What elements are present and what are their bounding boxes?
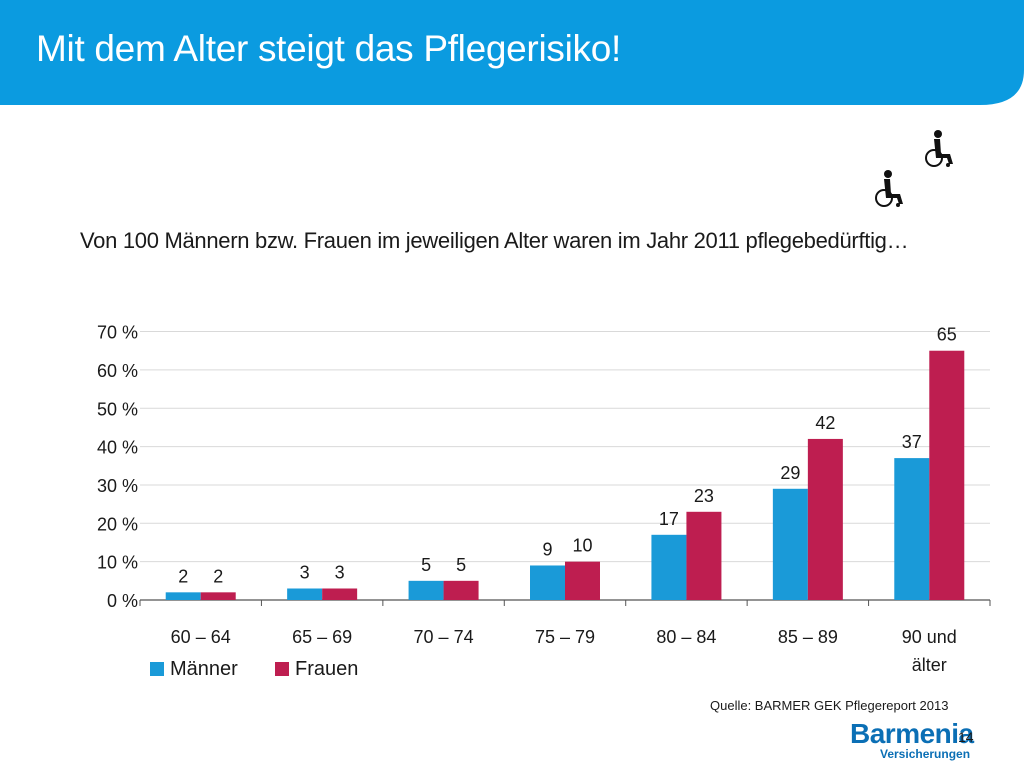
logo-sub: Versicherungen — [880, 747, 971, 761]
data-label: 2 — [213, 566, 223, 586]
bar-frauen — [929, 350, 965, 600]
data-label: 23 — [694, 486, 714, 506]
header-background — [0, 0, 1024, 105]
bar-frauen — [322, 588, 358, 600]
data-label: 29 — [780, 463, 800, 483]
chart-subtitle: Von 100 Männern bzw. Frauen im jeweilige… — [80, 228, 909, 253]
bar-maenner — [894, 458, 930, 600]
data-label: 65 — [937, 325, 957, 345]
source-note: Quelle: BARMER GEK Pflegereport 2013 — [710, 698, 949, 713]
data-label: 9 — [542, 539, 552, 559]
data-label: 3 — [300, 562, 310, 582]
data-label: 10 — [572, 536, 592, 556]
x-tick-label: 70 – 74 — [414, 627, 474, 647]
x-tick-label: 60 – 64 — [171, 627, 231, 647]
bar-chart: 0 % 10 % 20 % 30 % 40 % 50 % 60 % 70 % 2 2 60 – 64… — [97, 323, 991, 675]
barmenia-logo: Barmenia Versicherungen — [850, 718, 990, 762]
bar-maenner — [651, 534, 687, 600]
x-tick-label: 80 – 84 — [656, 627, 716, 647]
y-tick-label: 10 % — [97, 553, 138, 573]
y-tick-label: 50 % — [97, 399, 138, 419]
bar-frauen — [200, 592, 236, 600]
data-label: 2 — [178, 566, 188, 586]
y-tick-label: 0 % — [107, 591, 138, 611]
bar-frauen — [686, 511, 722, 600]
y-tick-label: 30 % — [97, 476, 138, 496]
wheelchair-icon — [875, 170, 903, 207]
logo-brand: Barmenia — [850, 718, 974, 749]
data-label: 5 — [421, 555, 431, 575]
data-label: 3 — [335, 562, 345, 582]
x-tick-label: 90 und — [902, 627, 957, 647]
page-number: 14 — [958, 729, 974, 745]
y-tick-label: 70 % — [97, 323, 138, 343]
header-banner: Mit dem Alter steigt das Pflegerisiko! — [0, 0, 1024, 105]
y-tick-label: 60 % — [97, 361, 138, 381]
bar-maenner — [408, 580, 444, 600]
legend-swatch-maenner — [150, 662, 164, 676]
x-tick-label: 75 – 79 — [535, 627, 595, 647]
wheelchair-icon — [925, 130, 953, 167]
bar-maenner — [772, 488, 808, 600]
y-tick-label: 20 % — [97, 514, 138, 534]
x-tick-label: älter — [912, 655, 947, 675]
x-tick-label: 85 – 89 — [778, 627, 838, 647]
y-tick-label: 40 % — [97, 438, 138, 458]
bar-frauen — [807, 438, 843, 600]
legend-label-maenner: Männer — [170, 658, 238, 680]
bar-maenner — [530, 565, 565, 600]
data-label: 37 — [902, 432, 922, 452]
legend-label-frauen: Frauen — [295, 658, 359, 680]
page-title: Mit dem Alter steigt das Pflegerisiko! — [36, 28, 621, 69]
bar-frauen — [565, 561, 600, 600]
bar-maenner — [165, 592, 201, 600]
x-tick-label: 65 – 69 — [292, 627, 352, 647]
bar-frauen — [443, 580, 479, 600]
wheelchair-icons — [862, 128, 972, 223]
legend-swatch-frauen — [275, 662, 289, 676]
data-label: 42 — [815, 413, 835, 433]
data-label: 17 — [659, 509, 679, 529]
data-label: 5 — [456, 555, 466, 575]
bar-maenner — [287, 588, 323, 600]
